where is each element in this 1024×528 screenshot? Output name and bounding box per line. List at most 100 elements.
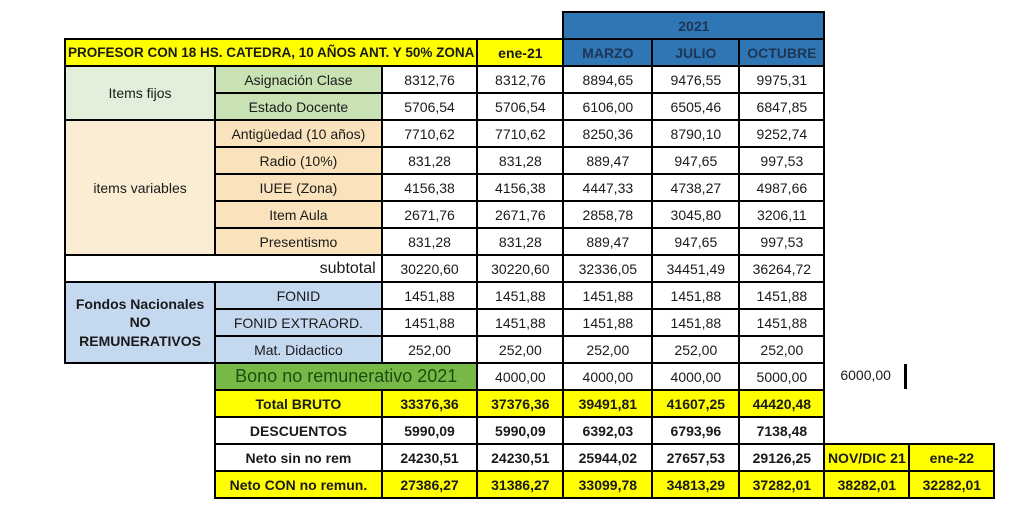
value-cell[interactable]: 31386,27 bbox=[476, 470, 565, 499]
row-label-descuentos[interactable]: DESCUENTOS bbox=[214, 416, 383, 445]
group-fondos-nacionales[interactable]: Fondos Nacionales NO REMUNERATIVOS bbox=[63, 281, 217, 364]
value-cell[interactable]: 5706,54 bbox=[476, 92, 565, 121]
value-cell[interactable]: 24230,51 bbox=[476, 443, 565, 472]
row-label-antiguedad[interactable]: Antigüedad (10 años) bbox=[214, 119, 383, 148]
value-cell[interactable]: 25944,02 bbox=[562, 443, 654, 472]
value-cell[interactable]: 1451,88 bbox=[562, 308, 654, 337]
value-cell[interactable]: 4000,00 bbox=[476, 362, 565, 391]
value-cell[interactable]: 41607,25 bbox=[651, 389, 741, 418]
value-cell[interactable]: 4000,00 bbox=[562, 362, 654, 391]
value-cell[interactable]: 4447,33 bbox=[562, 173, 654, 202]
group-items-fijos[interactable]: Items fijos bbox=[63, 65, 217, 121]
row-label-neto-sin[interactable]: Neto sin no rem bbox=[214, 443, 383, 472]
value-cell[interactable]: 9476,55 bbox=[651, 65, 741, 94]
value-cell[interactable]: 1451,88 bbox=[476, 281, 565, 310]
subtotal-label-cell[interactable]: subtotal bbox=[64, 254, 383, 283]
value-cell[interactable]: 252,00 bbox=[380, 335, 479, 364]
row-label-fonid[interactable]: FONID bbox=[214, 281, 383, 310]
row-label-total-bruto[interactable]: Total BRUTO bbox=[214, 389, 383, 418]
value-cell[interactable]: 7710,62 bbox=[380, 119, 479, 148]
bono-outside-cell[interactable]: 6000,00 bbox=[824, 363, 994, 390]
value-cell[interactable]: 3206,11 bbox=[738, 200, 826, 229]
value-cell[interactable]: 44420,48 bbox=[738, 389, 826, 418]
value-cell[interactable]: 1451,88 bbox=[380, 308, 479, 337]
row-label-neto-con[interactable]: Neto CON no remun. bbox=[214, 470, 383, 499]
value-cell[interactable]: 1451,88 bbox=[651, 308, 741, 337]
row-label-mat-didactico[interactable]: Mat. Didactico bbox=[214, 335, 383, 364]
value-cell[interactable]: 33099,78 bbox=[562, 470, 654, 499]
value-cell[interactable]: 4156,38 bbox=[476, 173, 565, 202]
value-cell[interactable]: 34451,49 bbox=[651, 254, 741, 283]
value-cell[interactable]: 831,28 bbox=[476, 227, 565, 256]
value-cell[interactable]: 33376,36 bbox=[380, 389, 479, 418]
value-cell[interactable]: 8250,36 bbox=[562, 119, 654, 148]
group-items-variables[interactable]: items variables bbox=[63, 119, 217, 256]
value-cell[interactable]: 3045,80 bbox=[651, 200, 741, 229]
value-cell[interactable]: 2671,76 bbox=[476, 200, 565, 229]
value-cell[interactable]: 831,28 bbox=[380, 227, 479, 256]
value-cell[interactable]: 252,00 bbox=[476, 335, 565, 364]
value-cell[interactable]: 4738,27 bbox=[651, 173, 741, 202]
value-cell[interactable]: 32282,01 bbox=[908, 470, 996, 499]
value-cell[interactable]: 252,00 bbox=[651, 335, 741, 364]
row-label-presentismo[interactable]: Presentismo bbox=[214, 227, 383, 256]
value-cell[interactable]: 4000,00 bbox=[651, 362, 741, 391]
value-cell[interactable]: 4156,38 bbox=[380, 173, 479, 202]
value-cell[interactable]: 39491,81 bbox=[562, 389, 654, 418]
value-cell[interactable]: 252,00 bbox=[738, 335, 826, 364]
value-cell[interactable]: 38282,01 bbox=[823, 470, 911, 499]
value-cell[interactable]: 36264,72 bbox=[738, 254, 826, 283]
value-cell[interactable]: 9252,74 bbox=[738, 119, 826, 148]
row-label-radio[interactable]: Radio (10%) bbox=[214, 146, 383, 175]
value-cell[interactable]: 8312,76 bbox=[380, 65, 479, 94]
value-cell[interactable]: 5990,09 bbox=[476, 416, 565, 445]
value-cell[interactable]: 2671,76 bbox=[380, 200, 479, 229]
value-cell[interactable]: 997,53 bbox=[738, 146, 826, 175]
year-header-cell[interactable]: 2021 bbox=[562, 11, 826, 40]
value-cell[interactable]: 831,28 bbox=[380, 146, 479, 175]
value-cell[interactable]: 30220,60 bbox=[380, 254, 479, 283]
value-cell[interactable]: 37282,01 bbox=[738, 470, 826, 499]
value-cell[interactable]: 27657,53 bbox=[651, 443, 741, 472]
value-cell[interactable]: 831,28 bbox=[476, 146, 565, 175]
value-cell[interactable]: 7710,62 bbox=[476, 119, 565, 148]
value-cell[interactable]: 7138,48 bbox=[738, 416, 826, 445]
value-cell[interactable]: 1451,88 bbox=[476, 308, 565, 337]
value-cell[interactable]: 37376,36 bbox=[476, 389, 565, 418]
bono-label-cell[interactable]: Bono no remunerativo 2021 bbox=[214, 362, 479, 391]
value-cell[interactable]: 8894,65 bbox=[562, 65, 654, 94]
row-label-estado-docente[interactable]: Estado Docente bbox=[214, 92, 383, 121]
value-cell[interactable]: 6847,85 bbox=[738, 92, 826, 121]
value-cell[interactable]: 8312,76 bbox=[476, 65, 565, 94]
value-cell[interactable]: 947,65 bbox=[651, 227, 741, 256]
value-cell[interactable]: 6505,46 bbox=[651, 92, 741, 121]
value-cell[interactable]: 9975,31 bbox=[738, 65, 826, 94]
col-header-nov-dic-21[interactable]: NOV/DIC 21 bbox=[823, 443, 911, 472]
value-cell[interactable]: 889,47 bbox=[562, 227, 654, 256]
value-cell[interactable]: 2858,78 bbox=[562, 200, 654, 229]
value-cell[interactable]: 1451,88 bbox=[651, 281, 741, 310]
value-cell[interactable]: 997,53 bbox=[738, 227, 826, 256]
row-label-item-aula[interactable]: Item Aula bbox=[214, 200, 383, 229]
value-cell[interactable]: 5990,09 bbox=[380, 416, 479, 445]
col-header-marzo[interactable]: MARZO bbox=[562, 38, 654, 67]
value-cell[interactable]: 27386,27 bbox=[380, 470, 479, 499]
col-header-ene-21[interactable]: ene-21 bbox=[476, 38, 565, 67]
value-cell[interactable]: 32336,05 bbox=[562, 254, 654, 283]
row-label-asignacion-clase[interactable]: Asignación Clase bbox=[214, 65, 383, 94]
table-title-cell[interactable]: PROFESOR CON 18 HS. CATEDRA, 10 AÑOS ANT… bbox=[63, 38, 479, 67]
col-header-ene-22[interactable]: ene-22 bbox=[908, 443, 996, 472]
col-header-octubre[interactable]: OCTUBRE bbox=[738, 38, 826, 67]
row-label-fonid-extraord[interactable]: FONID EXTRAORD. bbox=[214, 308, 383, 337]
value-cell[interactable]: 947,65 bbox=[651, 146, 741, 175]
value-cell[interactable]: 252,00 bbox=[562, 335, 654, 364]
value-cell[interactable]: 889,47 bbox=[562, 146, 654, 175]
value-cell[interactable]: 1451,88 bbox=[562, 281, 654, 310]
value-cell[interactable]: 34813,29 bbox=[651, 470, 741, 499]
value-cell[interactable]: 5706,54 bbox=[380, 92, 479, 121]
value-cell[interactable]: 1451,88 bbox=[738, 308, 826, 337]
value-cell[interactable]: 24230,51 bbox=[380, 443, 479, 472]
row-label-iuee-zona[interactable]: IUEE (Zona) bbox=[214, 173, 383, 202]
value-cell[interactable]: 29126,25 bbox=[738, 443, 826, 472]
value-cell[interactable]: 1451,88 bbox=[738, 281, 826, 310]
